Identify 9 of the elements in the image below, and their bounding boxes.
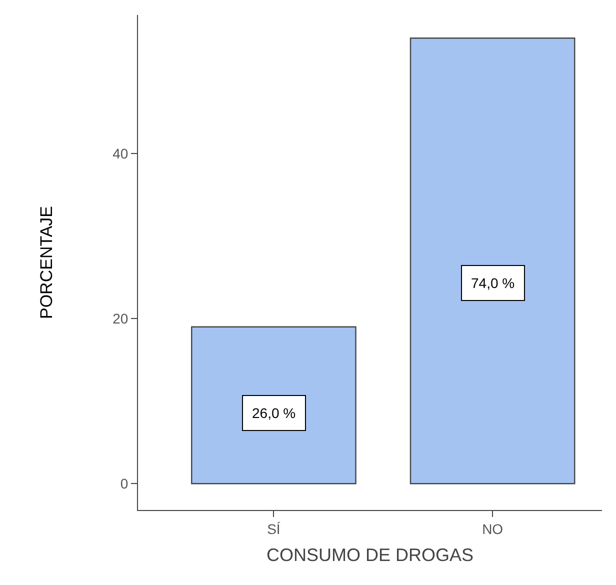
annotation: 74,0 % xyxy=(471,275,515,291)
y-tick-label: 20 xyxy=(112,310,128,326)
annotation: 26,0 % xyxy=(252,405,296,421)
x-tick-label: SÍ xyxy=(267,520,280,537)
y-tick-label: 0 xyxy=(120,476,128,492)
y-tick-label: 40 xyxy=(112,146,128,162)
x-axis-title: CONSUMO DE DROGAS xyxy=(266,544,474,565)
x-tick-label: NO xyxy=(482,520,504,537)
y-axis-title: PORCENTAJE xyxy=(37,206,56,320)
